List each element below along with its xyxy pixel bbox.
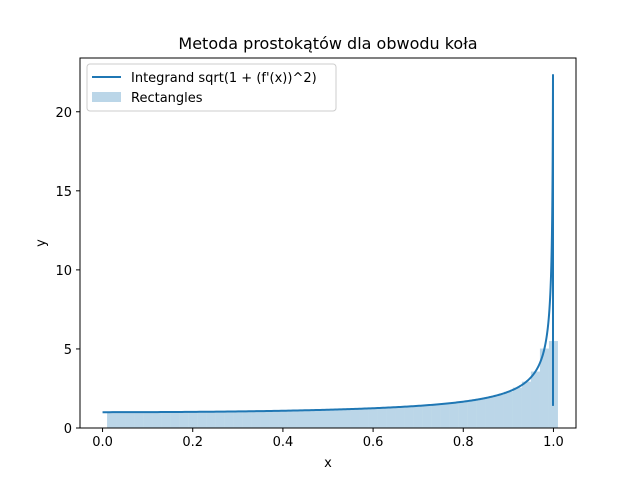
chart-title: Metoda prostokątów dla obwodu koła bbox=[178, 34, 477, 53]
bar bbox=[422, 405, 432, 428]
bar bbox=[386, 407, 396, 428]
bar bbox=[242, 411, 252, 428]
y-tick-label: 10 bbox=[55, 264, 72, 279]
bar bbox=[215, 411, 225, 428]
bar bbox=[395, 406, 405, 428]
bar bbox=[305, 410, 315, 428]
bar bbox=[377, 407, 387, 428]
bar bbox=[323, 409, 333, 428]
bar bbox=[278, 410, 288, 428]
y-tick-label: 15 bbox=[55, 185, 72, 200]
bar bbox=[476, 398, 486, 428]
x-tick-label: 0.8 bbox=[453, 435, 474, 450]
x-tick-label: 0.6 bbox=[363, 435, 384, 450]
bar bbox=[287, 410, 297, 428]
legend: Integrand sqrt(1 + (f'(x))^2) Rectangles bbox=[86, 63, 337, 112]
bar bbox=[368, 408, 378, 428]
bar bbox=[116, 412, 126, 428]
bar bbox=[134, 412, 144, 428]
bar bbox=[179, 411, 189, 428]
bar bbox=[539, 348, 549, 428]
bar bbox=[350, 408, 360, 428]
bar bbox=[341, 409, 351, 428]
bar bbox=[512, 387, 522, 428]
legend-label-rectangles: Rectangles bbox=[131, 91, 203, 106]
bar bbox=[125, 412, 135, 428]
bar bbox=[413, 405, 423, 428]
y-axis-ticks: 0 5 10 15 20 bbox=[55, 106, 80, 437]
bar bbox=[233, 411, 243, 428]
bar bbox=[206, 411, 216, 428]
bar bbox=[530, 371, 540, 428]
x-tick-label: 1.0 bbox=[543, 435, 564, 450]
bar bbox=[251, 411, 261, 428]
bar bbox=[494, 394, 504, 428]
bar bbox=[332, 409, 342, 428]
bar bbox=[404, 406, 414, 428]
bar bbox=[188, 411, 198, 428]
bar bbox=[260, 411, 270, 428]
bar bbox=[197, 411, 207, 428]
bar bbox=[296, 410, 306, 428]
bar bbox=[458, 401, 468, 428]
bar bbox=[224, 411, 234, 428]
x-tick-label: 0.0 bbox=[92, 435, 113, 450]
rectangles-bars bbox=[107, 341, 558, 428]
legend-label-integrand: Integrand sqrt(1 + (f'(x))^2) bbox=[131, 71, 317, 86]
bar bbox=[161, 412, 171, 428]
bar bbox=[170, 411, 180, 428]
bar bbox=[431, 404, 441, 428]
x-axis-ticks: 0.0 0.2 0.4 0.6 0.8 1.0 bbox=[92, 428, 564, 450]
bar bbox=[521, 381, 531, 428]
legend-bar-swatch bbox=[92, 92, 121, 102]
bar bbox=[143, 412, 153, 428]
bar bbox=[269, 410, 279, 428]
y-tick-label: 0 bbox=[64, 422, 72, 437]
plot-frame bbox=[79, 57, 577, 429]
bar bbox=[314, 409, 324, 428]
y-axis-label: y bbox=[34, 239, 49, 247]
x-tick-label: 0.2 bbox=[182, 435, 203, 450]
x-axis-label: x bbox=[324, 456, 332, 471]
bar bbox=[152, 412, 162, 428]
x-tick-label: 0.4 bbox=[273, 435, 294, 450]
integrand-line bbox=[102, 74, 554, 414]
bar bbox=[449, 402, 459, 428]
y-tick-label: 5 bbox=[64, 343, 72, 358]
bar bbox=[440, 403, 450, 428]
legend-box bbox=[86, 63, 337, 112]
bar bbox=[485, 397, 495, 428]
bar bbox=[359, 408, 369, 428]
bar bbox=[467, 400, 477, 428]
bar bbox=[107, 412, 117, 428]
bar bbox=[503, 391, 513, 428]
y-tick-label: 20 bbox=[55, 106, 72, 121]
